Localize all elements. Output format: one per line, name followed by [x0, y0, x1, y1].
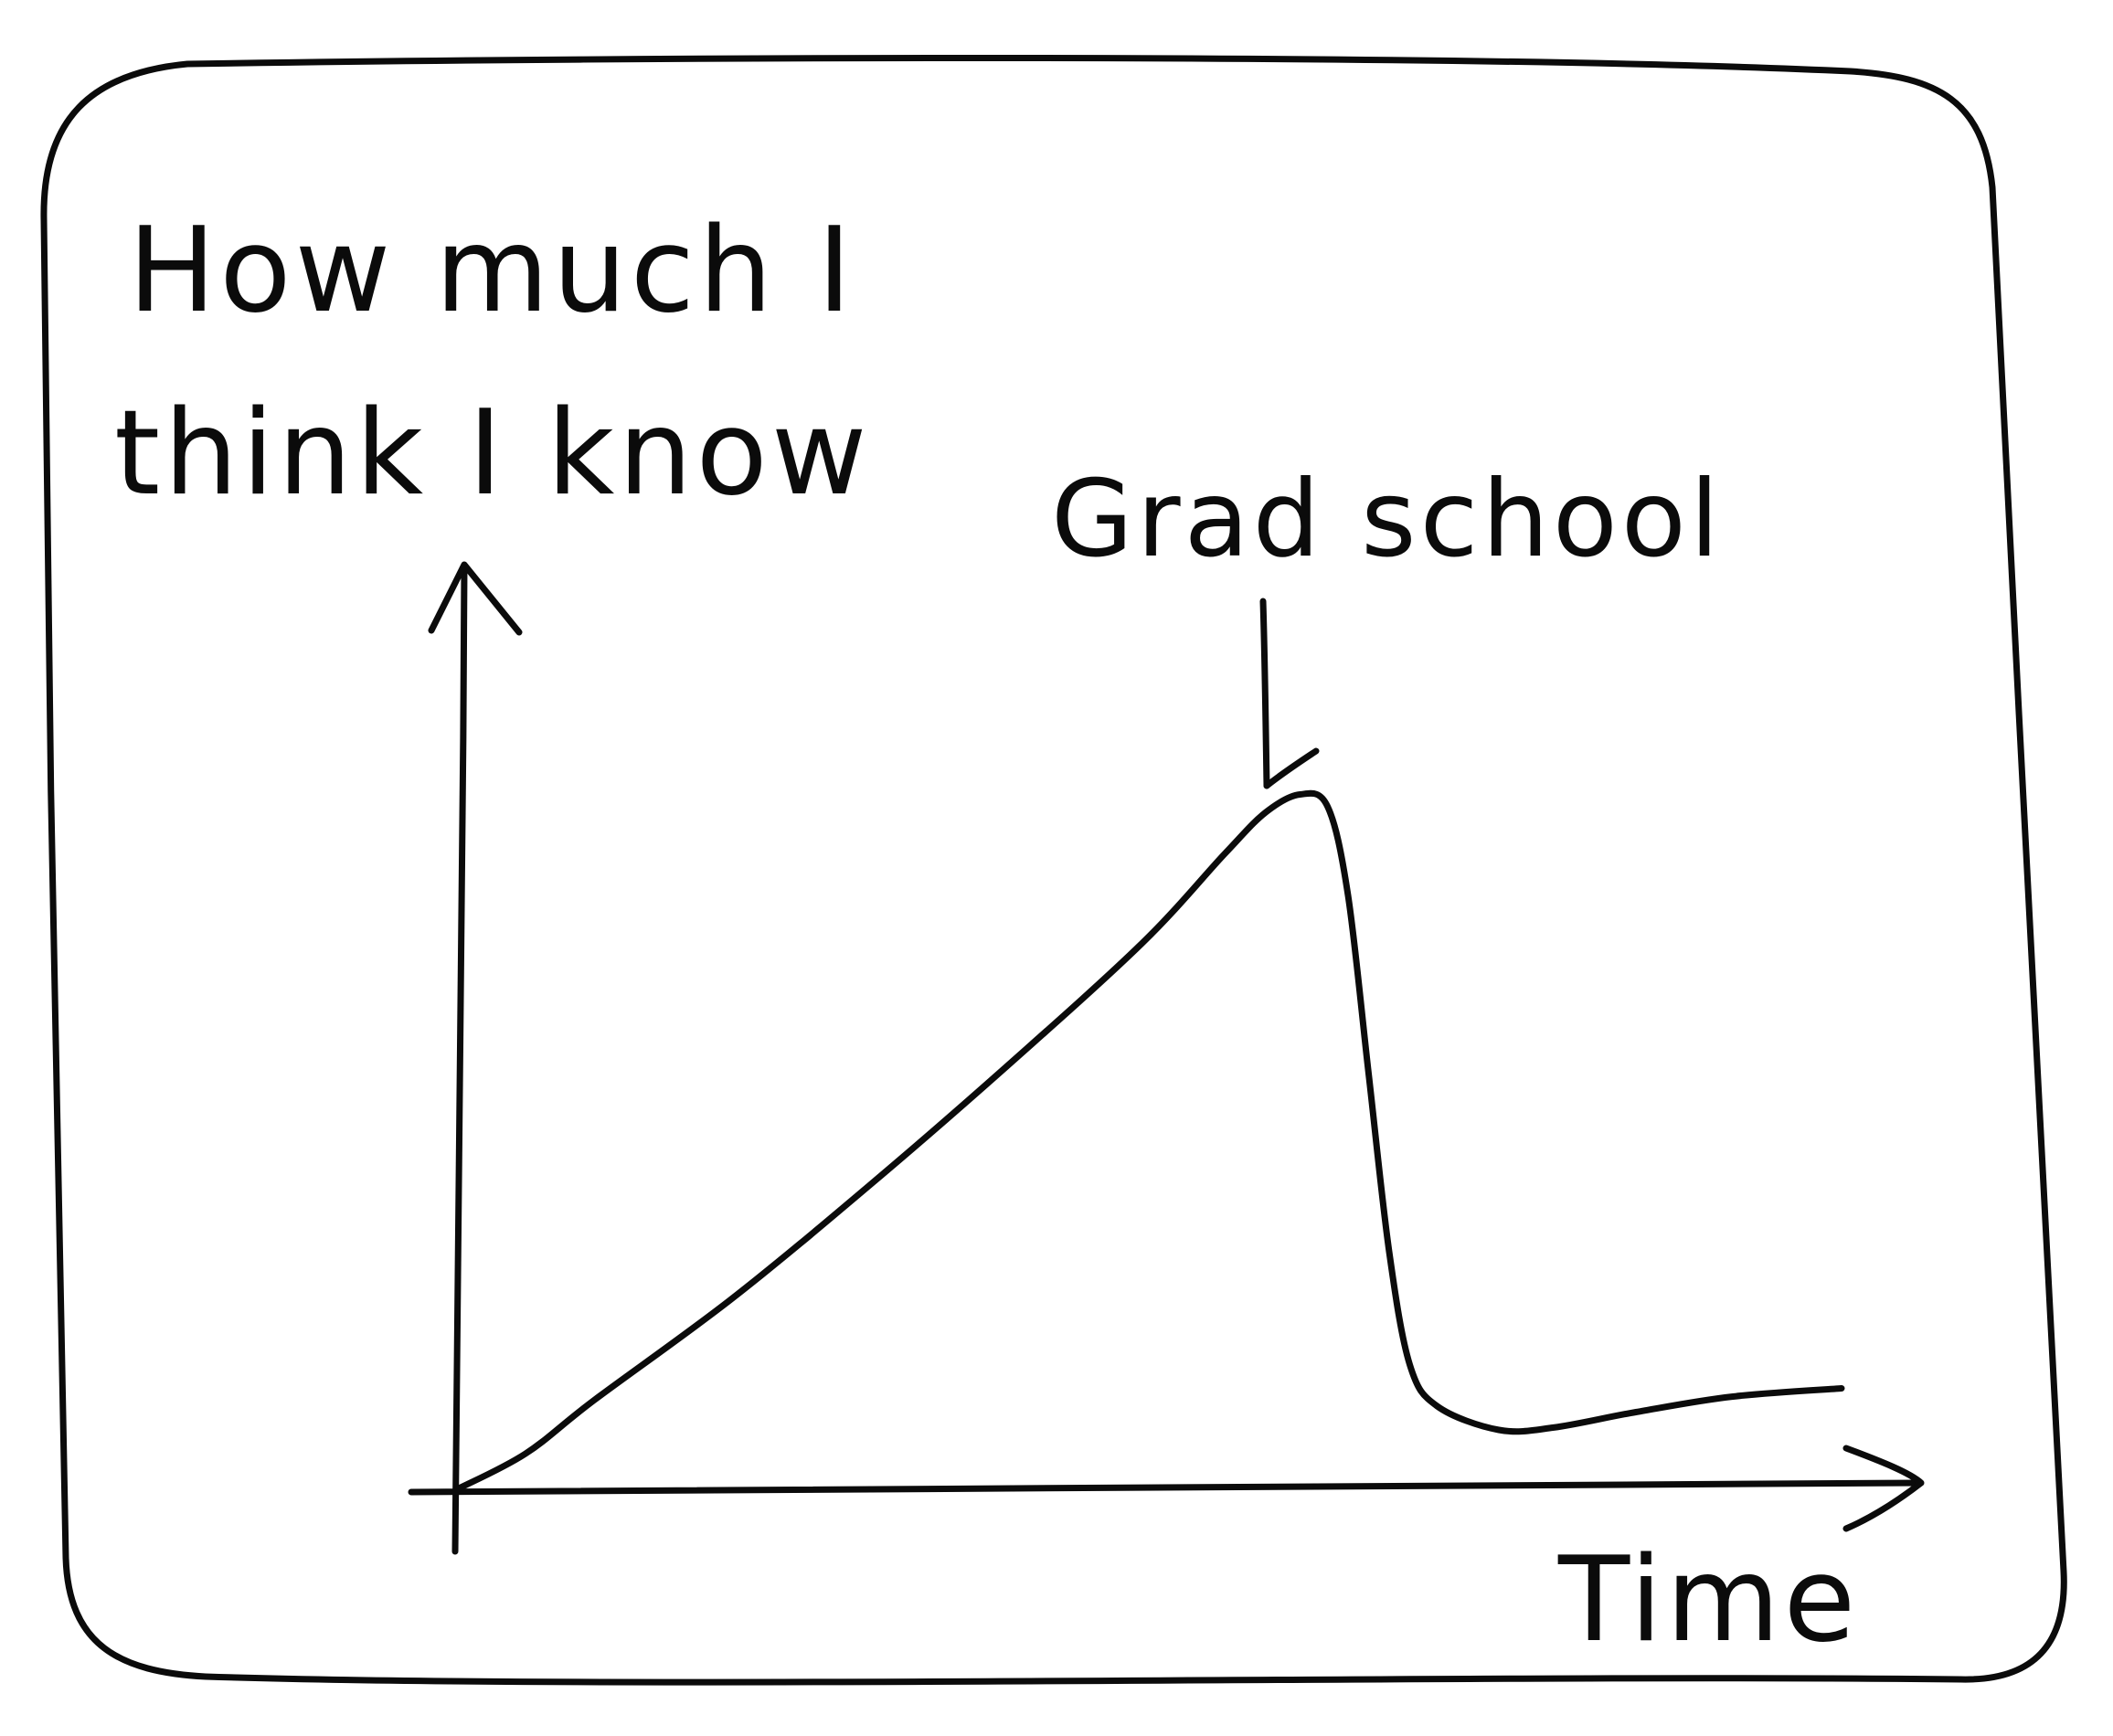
- x-axis-arrowhead: [1842, 1445, 1925, 1532]
- y-axis-line: [451, 563, 468, 1555]
- y-axis-arrowhead: [428, 561, 523, 636]
- annotation-arrow-shaft: [1259, 598, 1270, 789]
- annotation-arrow-head: [1263, 747, 1320, 789]
- y-axis-label-line-1: How much I: [128, 203, 855, 339]
- annotation-label: Grad school: [1051, 458, 1723, 581]
- frame-border: [40, 54, 2067, 1686]
- series-line: [453, 789, 1845, 1493]
- x-axis-line: [408, 1479, 1923, 1496]
- x-axis-label: Time: [1557, 1532, 1859, 1668]
- y-axis-label-line-2: think I know: [114, 386, 871, 522]
